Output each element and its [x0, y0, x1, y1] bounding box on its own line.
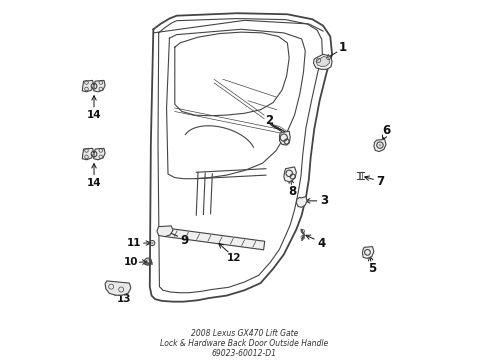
Text: 3: 3 [319, 194, 327, 207]
Polygon shape [105, 281, 131, 295]
Polygon shape [315, 57, 329, 67]
Polygon shape [362, 247, 373, 258]
Polygon shape [279, 131, 290, 145]
Text: 2008 Lexus GX470 Lift Gate: 2008 Lexus GX470 Lift Gate [190, 329, 298, 338]
Circle shape [378, 144, 381, 147]
Text: 6: 6 [381, 123, 389, 136]
Polygon shape [373, 139, 385, 152]
Polygon shape [283, 167, 296, 182]
Text: 14: 14 [86, 110, 101, 120]
Circle shape [93, 85, 95, 87]
Polygon shape [82, 148, 94, 160]
Text: 14: 14 [86, 178, 101, 188]
Text: 12: 12 [227, 253, 241, 263]
Polygon shape [165, 228, 264, 250]
Circle shape [151, 242, 153, 244]
Polygon shape [296, 197, 306, 207]
Text: Lock & Hardware Back Door Outside Handle: Lock & Hardware Back Door Outside Handle [160, 339, 328, 348]
Text: 8: 8 [288, 185, 296, 198]
Polygon shape [94, 80, 105, 92]
Polygon shape [82, 80, 94, 92]
Polygon shape [313, 54, 331, 69]
Text: 2: 2 [265, 114, 273, 127]
Polygon shape [157, 226, 173, 237]
Text: 1: 1 [338, 41, 346, 54]
Text: 7: 7 [375, 175, 384, 188]
Text: 69023-60012-D1: 69023-60012-D1 [212, 349, 276, 358]
Text: 10: 10 [123, 257, 138, 267]
Text: 5: 5 [367, 262, 376, 275]
Text: 13: 13 [117, 294, 131, 304]
Circle shape [93, 153, 95, 155]
Text: 9: 9 [180, 234, 188, 247]
Polygon shape [94, 148, 105, 160]
Text: 4: 4 [317, 237, 325, 249]
Text: 11: 11 [126, 238, 141, 248]
